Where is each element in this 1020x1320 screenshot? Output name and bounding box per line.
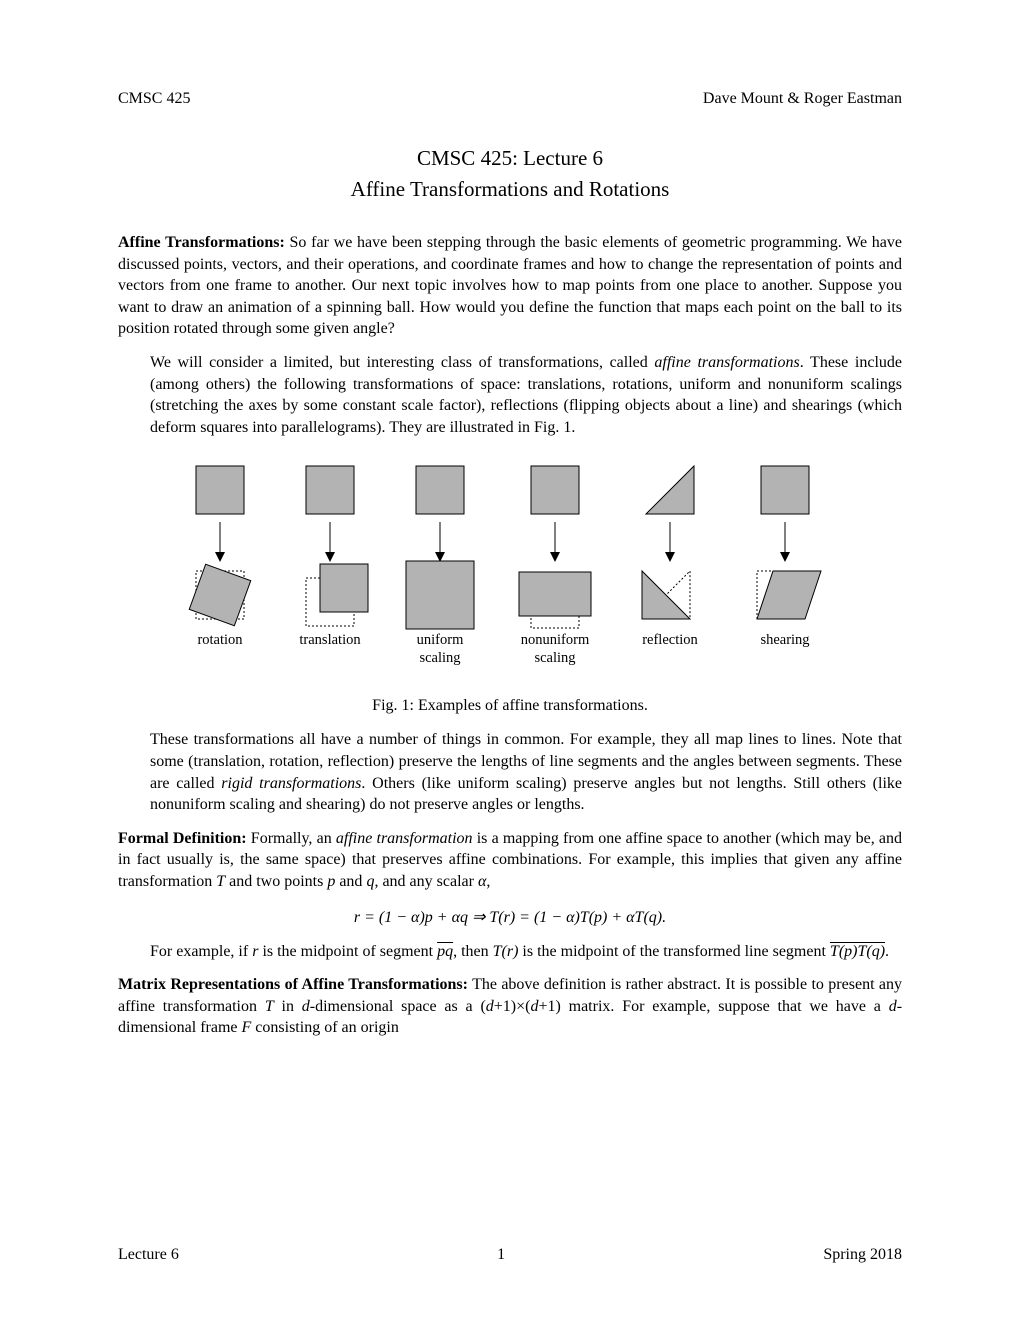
title-line-2: Affine Transformations and Rotations bbox=[118, 177, 902, 202]
formal-p1a: Formally, an bbox=[247, 830, 336, 847]
formal-p2a: For example, if bbox=[150, 943, 252, 960]
page: CMSC 425 Dave Mount & Roger Eastman CMSC… bbox=[0, 0, 1020, 1320]
affine-heading: Affine Transformations: bbox=[118, 234, 285, 251]
formal-p1e: , and any scalar bbox=[374, 873, 478, 890]
footer-right: Spring 2018 bbox=[823, 1246, 902, 1264]
affine-p2-ital: affine transformations bbox=[654, 354, 799, 371]
trans-arrow-head bbox=[325, 552, 335, 562]
rot-result-group bbox=[189, 565, 251, 627]
formal-equation: r = (1 − α)p + αq ⇒ T(r) = (1 − α)T(p) +… bbox=[118, 907, 902, 927]
figure-caption: Fig. 1: Examples of affine transformatio… bbox=[118, 697, 902, 715]
refl-arrow-head bbox=[665, 552, 675, 562]
formal-p2-pq: pq bbox=[437, 943, 453, 960]
page-footer: Lecture 6 1 Spring 2018 bbox=[118, 1246, 902, 1264]
refl-top bbox=[646, 466, 694, 514]
affine-p2a: We will consider a limited, but interest… bbox=[150, 354, 654, 371]
formal-heading: Formal Definition: bbox=[118, 830, 247, 847]
rot-top-square bbox=[196, 466, 244, 514]
matrix-p1c: -dimensional space as a ( bbox=[310, 998, 486, 1015]
rot-arrow-head bbox=[215, 552, 225, 562]
uscale-result bbox=[406, 561, 474, 629]
footer-center: 1 bbox=[497, 1246, 505, 1264]
header-left: CMSC 425 bbox=[118, 90, 190, 108]
nscale-arrow-head bbox=[550, 552, 560, 562]
shear-arrow-head bbox=[780, 552, 790, 562]
formal-p1f: , bbox=[486, 873, 490, 890]
formal-p1c: and two points bbox=[225, 873, 327, 890]
formal-p2b: is the midpoint of segment bbox=[258, 943, 437, 960]
formal-para-1: Formal Definition: Formally, an affine t… bbox=[118, 828, 902, 893]
matrix-p1b: in bbox=[274, 998, 302, 1015]
nscale-result bbox=[519, 572, 591, 616]
label-shearing: shearing bbox=[760, 632, 809, 648]
matrix-F: F bbox=[242, 1019, 252, 1036]
formal-p2d: is the midpoint of the transformed line … bbox=[518, 943, 830, 960]
shear-top bbox=[761, 466, 809, 514]
formal-T: T bbox=[216, 873, 225, 890]
matrix-d4: d bbox=[889, 998, 897, 1015]
affine-para-3: These transformations all have a number … bbox=[118, 729, 902, 815]
formal-p1-ital: affine transformation bbox=[336, 830, 473, 847]
label-uniform1: uniform bbox=[417, 632, 464, 648]
label-reflection: reflection bbox=[642, 632, 698, 648]
formal-p2-TpTq: T(p)T(q) bbox=[830, 943, 885, 960]
trans-result bbox=[320, 564, 368, 612]
label-translation: translation bbox=[299, 632, 361, 648]
footer-left: Lecture 6 bbox=[118, 1246, 179, 1264]
header-right: Dave Mount & Roger Eastman bbox=[703, 90, 902, 108]
matrix-p1d: +1)×( bbox=[494, 998, 531, 1015]
formal-p2-Tr: T(r) bbox=[493, 943, 519, 960]
title-line-1: CMSC 425: Lecture 6 bbox=[118, 146, 902, 171]
formal-p1d: and bbox=[335, 873, 366, 890]
page-header: CMSC 425 Dave Mount & Roger Eastman bbox=[118, 90, 902, 108]
affine-para-1: Affine Transformations: So far we have b… bbox=[118, 232, 902, 340]
shear-result bbox=[757, 571, 821, 619]
label-nonuniform1: nonuniform bbox=[521, 632, 590, 648]
trans-top bbox=[306, 466, 354, 514]
matrix-p1e: +1) matrix. For example, suppose that we… bbox=[538, 998, 888, 1015]
matrix-d1: d bbox=[302, 998, 310, 1015]
formal-p2c: , then bbox=[453, 943, 493, 960]
figure-1: rotation translation uniform scaling non… bbox=[118, 456, 902, 715]
matrix-T: T bbox=[265, 998, 274, 1015]
affine-p3-ital: rigid transformations bbox=[221, 775, 361, 792]
nscale-top bbox=[531, 466, 579, 514]
formal-para-2: For example, if r is the midpoint of seg… bbox=[118, 941, 902, 963]
matrix-d2: d bbox=[486, 998, 494, 1015]
uscale-top bbox=[416, 466, 464, 514]
matrix-para-1: Matrix Representations of Affine Transfo… bbox=[118, 974, 902, 1039]
matrix-heading: Matrix Representations of Affine Transfo… bbox=[118, 976, 468, 993]
title-block: CMSC 425: Lecture 6 Affine Transformatio… bbox=[118, 146, 902, 202]
rot-result bbox=[189, 565, 251, 627]
formal-p2e: . bbox=[885, 943, 889, 960]
figure-svg: rotation translation uniform scaling non… bbox=[160, 456, 860, 670]
matrix-p1g: consisting of an origin bbox=[251, 1019, 399, 1036]
label-rotation: rotation bbox=[197, 632, 243, 648]
affine-para-2: We will consider a limited, but interest… bbox=[118, 352, 902, 438]
label-uniform2: scaling bbox=[419, 650, 460, 666]
label-nonuniform2: scaling bbox=[534, 650, 575, 666]
